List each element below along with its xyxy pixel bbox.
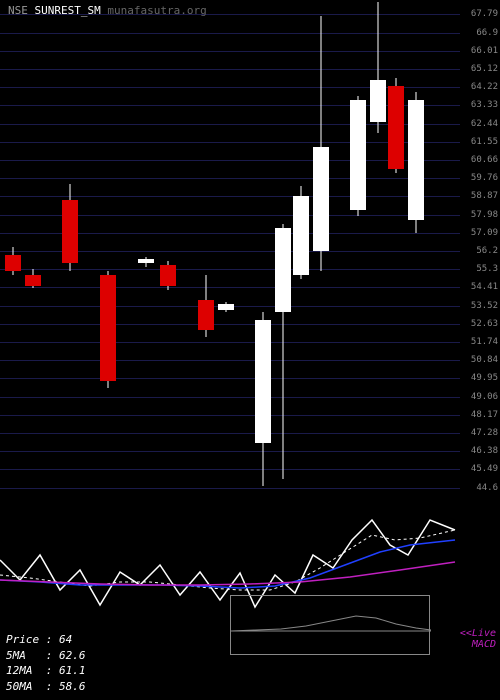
y-axis-label: 55.3	[476, 264, 498, 274]
y-axis-label: 57.09	[471, 228, 498, 238]
y-axis-label: 47.28	[471, 428, 498, 438]
y-axis-label: 56.2	[476, 246, 498, 256]
gridline	[0, 397, 460, 398]
gridline	[0, 378, 460, 379]
symbol-label: SUNREST_SM	[35, 4, 101, 17]
chart-title: NSE SUNREST_SM munafasutra.org	[8, 4, 207, 17]
y-axis-label: 49.06	[471, 392, 498, 402]
gridline	[0, 415, 460, 416]
y-axis-label: 53.52	[471, 301, 498, 311]
y-axis-label: 67.79	[471, 9, 498, 19]
y-axis-label: 51.74	[471, 337, 498, 347]
y-axis-label: 49.95	[471, 373, 498, 383]
gridline	[0, 469, 460, 470]
macd-label: <<Live MACD	[460, 628, 496, 650]
y-axis-label: 44.6	[476, 483, 498, 493]
gridline	[0, 51, 460, 52]
macd-inset	[230, 595, 430, 655]
y-axis-label: 61.55	[471, 137, 498, 147]
info-row: 50MA : 58.6	[6, 679, 85, 694]
macd-line	[231, 596, 431, 656]
info-row: 12MA : 61.1	[6, 663, 85, 678]
y-axis-label: 57.98	[471, 210, 498, 220]
gridline	[0, 451, 460, 452]
y-axis-label: 66.01	[471, 46, 498, 56]
y-axis-label: 48.17	[471, 410, 498, 420]
y-axis-label: 60.66	[471, 155, 498, 165]
y-axis-label: 50.84	[471, 355, 498, 365]
gridline	[0, 433, 460, 434]
y-axis-label: 54.41	[471, 282, 498, 292]
indicator-fast	[0, 520, 455, 607]
y-axis-label: 52.63	[471, 319, 498, 329]
y-axis-label: 66.9	[476, 28, 498, 38]
info-row: Price : 64	[6, 632, 85, 647]
y-axis-label: 65.12	[471, 64, 498, 74]
indicator-signal	[0, 530, 455, 590]
gridline	[0, 69, 460, 70]
y-axis-label: 62.44	[471, 119, 498, 129]
price-area	[0, 0, 460, 510]
gridline	[0, 33, 460, 34]
y-axis-label: 59.76	[471, 173, 498, 183]
gridline	[0, 287, 460, 288]
exchange-label: NSE	[8, 4, 28, 17]
indicator-ma-magenta	[0, 562, 455, 585]
info-box: Price : 645MA : 62.612MA : 61.150MA : 58…	[6, 632, 85, 694]
y-axis-label: 63.33	[471, 100, 498, 110]
y-axis-label: 58.87	[471, 191, 498, 201]
y-axis-label: 64.22	[471, 82, 498, 92]
gridline	[0, 488, 460, 489]
gridline	[0, 324, 460, 325]
y-axis-label: 46.38	[471, 446, 498, 456]
info-row: 5MA : 62.6	[6, 648, 85, 663]
indicator-ma-blue	[0, 540, 455, 588]
y-axis: 67.79 66.9 66.01 65.12 64.22 63.33 62.44 61.55 6…	[460, 0, 500, 510]
stock-chart: NSE SUNREST_SM munafasutra.org 67.79 66.9…	[0, 0, 500, 700]
y-axis-label: 45.49	[471, 464, 498, 474]
gridline	[0, 178, 460, 179]
gridline	[0, 342, 460, 343]
gridline	[0, 360, 460, 361]
source-label: munafasutra.org	[107, 4, 206, 17]
